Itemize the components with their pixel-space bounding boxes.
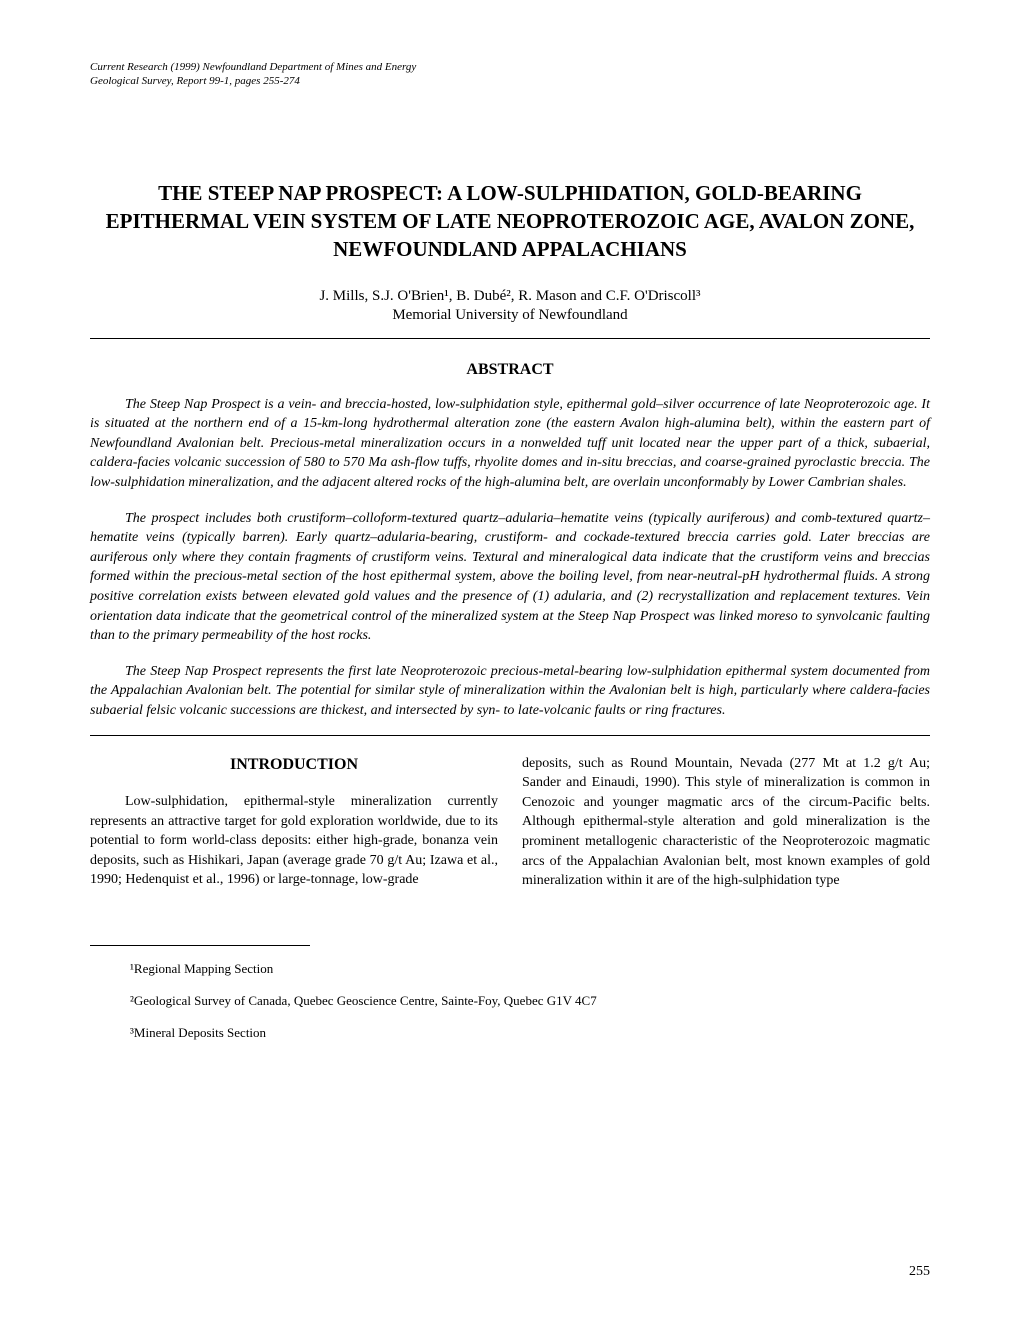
abstract-paragraph-3: The Steep Nap Prospect represents the fi… [90, 662, 930, 721]
rule-top [90, 338, 930, 339]
footnote-2: ²Geological Survey of Canada, Quebec Geo… [130, 992, 930, 1010]
authors-line: J. Mills, S.J. O'Brien¹, B. Dubé², R. Ma… [90, 286, 930, 307]
publication-header: Current Research (1999) Newfoundland Dep… [90, 60, 930, 89]
introduction-section: INTRODUCTION Low-sulphidation, epitherma… [90, 754, 930, 891]
abstract-paragraph-1: The Steep Nap Prospect is a vein- and br… [90, 395, 930, 493]
affiliation-line: Memorial University of Newfoundland [90, 307, 930, 324]
paper-title: THE STEEP NAP PROSPECT: A LOW-SULPHIDATI… [90, 179, 930, 264]
introduction-heading: INTRODUCTION [90, 754, 498, 776]
header-line-1: Current Research (1999) Newfoundland Dep… [90, 60, 930, 74]
intro-text-right: deposits, such as Round Mountain, Nevada… [522, 754, 930, 891]
intro-column-right: deposits, such as Round Mountain, Nevada… [522, 754, 930, 891]
footnote-rule [90, 945, 310, 946]
intro-text-left: Low-sulphidation, epithermal-style miner… [90, 792, 498, 890]
footnote-3: ³Mineral Deposits Section [130, 1024, 930, 1042]
intro-column-left: INTRODUCTION Low-sulphidation, epitherma… [90, 754, 498, 891]
footnote-1: ¹Regional Mapping Section [130, 960, 930, 978]
abstract-paragraph-2: The prospect includes both crustiform–co… [90, 509, 930, 646]
header-line-2: Geological Survey, Report 99-1, pages 25… [90, 74, 930, 88]
abstract-heading: ABSTRACT [90, 361, 930, 379]
page-number: 255 [909, 1264, 930, 1280]
rule-bottom [90, 735, 930, 736]
